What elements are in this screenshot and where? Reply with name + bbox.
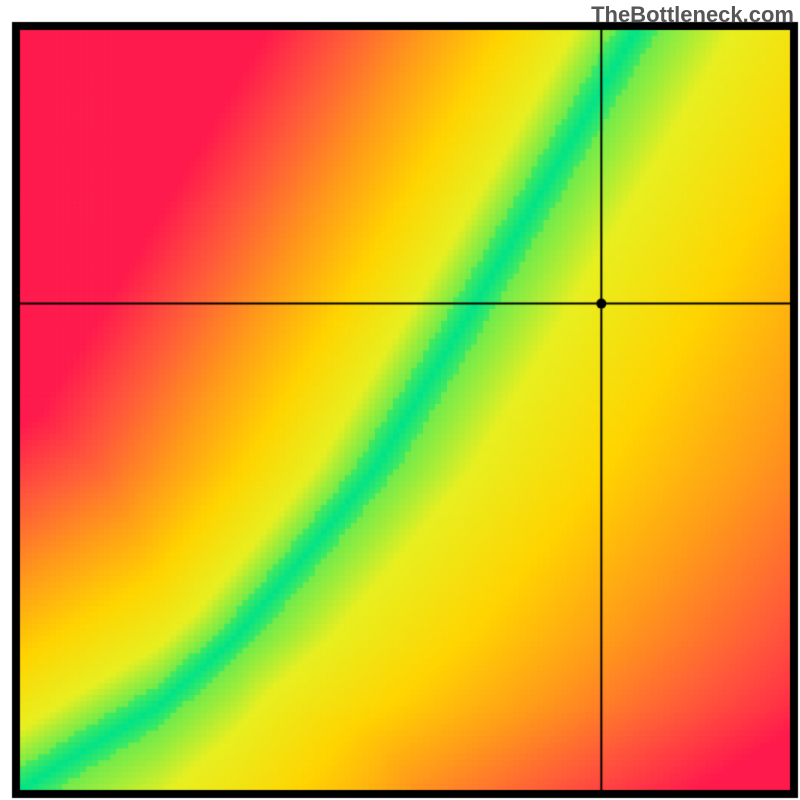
- bottleneck-heatmap: [0, 0, 800, 800]
- chart-container: TheBottleneck.com: [0, 0, 800, 800]
